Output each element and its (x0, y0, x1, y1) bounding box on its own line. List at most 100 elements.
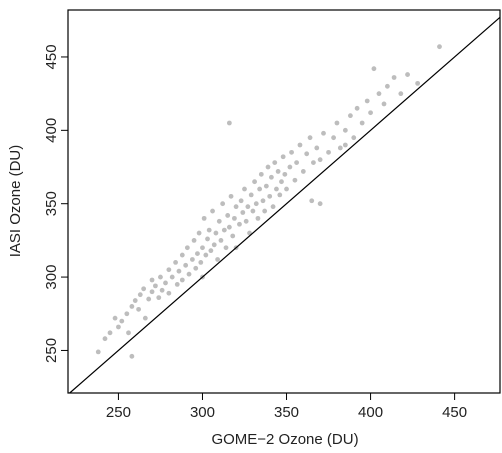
point (129, 353, 135, 359)
point (317, 201, 323, 207)
plot-frame (67, 9, 501, 394)
point (189, 257, 195, 262)
point (364, 98, 370, 104)
point (169, 274, 175, 280)
point (216, 218, 222, 224)
point (208, 248, 214, 254)
point (277, 192, 283, 198)
point (268, 174, 274, 180)
x-tick-label: 400 (358, 404, 383, 421)
point (211, 242, 217, 248)
point (359, 120, 365, 126)
point (376, 91, 382, 97)
point (173, 259, 178, 265)
point (242, 186, 247, 192)
point (237, 221, 242, 227)
point (342, 142, 348, 148)
point (223, 245, 229, 251)
point (238, 198, 244, 204)
point (132, 298, 138, 303)
point (309, 198, 315, 204)
point (215, 257, 221, 262)
point (198, 259, 204, 265)
point (257, 186, 263, 192)
point (253, 201, 259, 207)
point (248, 192, 254, 198)
point (311, 160, 316, 166)
point (136, 306, 141, 312)
point (437, 44, 442, 50)
point (347, 113, 353, 119)
point (220, 201, 226, 207)
point (331, 135, 336, 141)
point (252, 179, 257, 185)
point (191, 237, 197, 243)
point (95, 349, 101, 355)
point (368, 110, 373, 116)
point (179, 277, 185, 283)
point (307, 135, 313, 141)
point (304, 151, 310, 157)
point (255, 215, 261, 221)
point (381, 101, 387, 107)
point (232, 215, 237, 221)
x-tick-label: 300 (190, 404, 215, 421)
point (166, 290, 172, 296)
point (213, 230, 219, 236)
point (398, 91, 404, 97)
y-tick-label: 350 (43, 191, 60, 216)
point (326, 149, 331, 155)
point (176, 268, 182, 274)
y-tick-label: 250 (43, 338, 60, 363)
point (354, 105, 360, 111)
point (195, 251, 200, 256)
y-tick-label: 450 (43, 44, 60, 69)
point (225, 213, 231, 218)
point (289, 149, 294, 155)
y-axis-title: IASI Ozone (DU) (7, 145, 24, 258)
point (263, 183, 269, 189)
x-tick-label: 350 (274, 404, 299, 421)
point (300, 169, 306, 174)
point (371, 66, 377, 72)
point (314, 145, 320, 151)
point (226, 224, 232, 230)
point (183, 262, 189, 268)
point (112, 315, 118, 321)
point (284, 186, 289, 192)
point (156, 295, 162, 301)
point (317, 157, 323, 163)
point (124, 311, 130, 317)
point (146, 296, 152, 302)
point (149, 277, 155, 283)
point (351, 135, 357, 141)
point (258, 171, 264, 177)
point (260, 198, 266, 204)
point (265, 164, 271, 170)
point (210, 208, 215, 214)
point (334, 120, 340, 126)
x-axis-title: GOME−2 Ozone (DU) (211, 431, 358, 448)
point (391, 75, 397, 80)
point (270, 204, 276, 210)
point (230, 233, 236, 239)
x-tick-label: 450 (442, 404, 467, 421)
point (102, 336, 108, 342)
point (297, 142, 303, 148)
point (203, 252, 209, 258)
point (218, 237, 224, 243)
point (415, 80, 421, 86)
point (262, 208, 268, 214)
point (153, 283, 158, 289)
point (196, 230, 202, 236)
point (166, 267, 172, 273)
point (200, 245, 205, 251)
point (228, 193, 234, 199)
point (158, 274, 163, 280)
point (107, 330, 113, 336)
point (137, 292, 143, 298)
y-tick-label: 400 (43, 118, 60, 143)
point (321, 130, 326, 136)
point (141, 286, 147, 292)
